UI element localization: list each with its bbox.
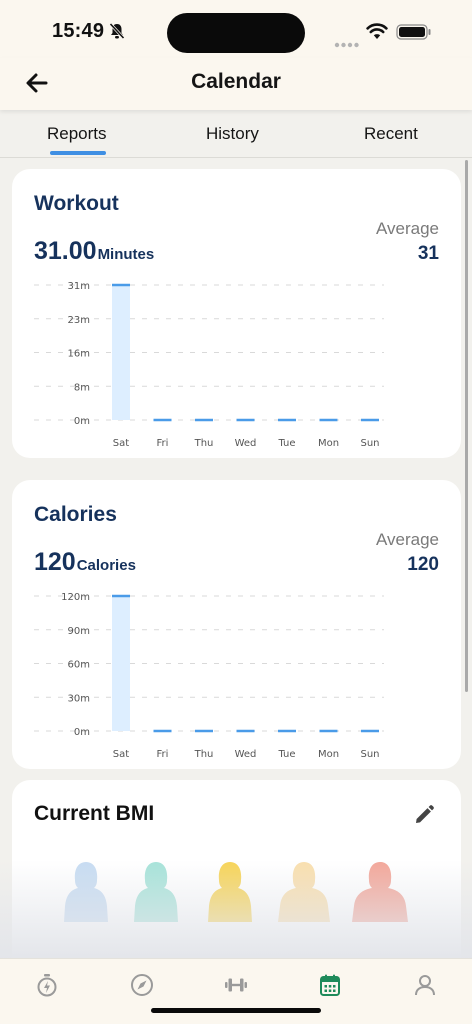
calories-total-value: 120 (34, 548, 76, 576)
calories-card: Calories 120Calories Average 120 0m 30m 60… (12, 480, 461, 769)
dumbbell-icon[interactable] (224, 973, 248, 997)
silent-bell-icon (108, 22, 126, 45)
status-time: 15:49 (52, 20, 105, 42)
workout-average-value: 31 (417, 243, 439, 264)
workout-chart-xtick-label: Mon (318, 438, 339, 449)
calories-chart-xtick-label: Tue (277, 749, 295, 760)
calories-average-label: Average (375, 530, 439, 549)
status-bar: 15:49 (0, 0, 472, 58)
workout-chart-xtick-label: Wed (235, 438, 257, 449)
active-tab-indicator (50, 151, 106, 155)
edit-pencil-icon[interactable] (413, 804, 435, 831)
workout-chart-ytick-label: 16m (68, 349, 90, 360)
workout-title: Workout (34, 192, 119, 215)
profile-icon[interactable] (413, 973, 437, 997)
workout-chart-xtick-label: Fri (157, 438, 169, 449)
tab-history[interactable]: History (206, 124, 259, 143)
wifi-icon (366, 22, 388, 45)
calendar-icon[interactable] (318, 973, 342, 997)
workout-chart-xtick-label: Sun (360, 438, 379, 449)
calories-chart-xtick-label: Wed (235, 749, 257, 760)
workout-chart: 0m 8m 16m 23m 31m Sat Fri Thu Wed Tue Mon Sun (34, 281, 384, 449)
bmi-overweight-figure-icon (208, 862, 252, 922)
tab-reports[interactable]: Reports (47, 124, 107, 143)
bmi-severely-obese-figure-icon (352, 862, 408, 922)
workout-chart-ytick-label: 23m (68, 315, 90, 326)
scrollbar[interactable] (465, 160, 468, 692)
workout-chart-xtick-label: Tue (277, 438, 295, 449)
battery-icon (396, 24, 432, 45)
stopwatch-icon[interactable] (35, 973, 59, 997)
nav-bar: Calendar (0, 58, 472, 110)
workout-chart-ytick-label: 8m (74, 382, 90, 393)
bottom-tab-bar (0, 958, 472, 1024)
calories-chart-xtick-label: Fri (157, 749, 169, 760)
compass-icon[interactable] (130, 973, 154, 997)
workout-chart-ytick-label: 0m (74, 416, 90, 427)
workout-chart-xtick-label: Thu (194, 438, 214, 449)
calories-chart-ytick-label: 120m (61, 592, 90, 603)
calories-chart-ytick-label: 90m (68, 626, 90, 637)
cellular-signal-icon (334, 35, 360, 53)
page-title: Calendar (191, 70, 281, 93)
bmi-normal-figure-icon (134, 862, 178, 922)
workout-chart-bar (112, 285, 130, 420)
bmi-title: Current BMI (34, 802, 155, 825)
calories-chart-ytick-label: 30m (68, 693, 90, 704)
home-indicator (151, 1008, 321, 1013)
back-arrow-icon[interactable] (24, 70, 52, 96)
calories-chart-xtick-label: Mon (318, 749, 339, 760)
calories-chart-xtick-label: Sat (113, 749, 129, 760)
calories-chart-ytick-label: 0m (74, 727, 90, 738)
bmi-card: Current BMI (12, 780, 461, 980)
calories-chart-xtick-label: Sun (360, 749, 379, 760)
workout-chart-ytick-label: 31m (68, 281, 90, 292)
workout-card: Workout 31.00Minutes Average 31 0m 8m 16m 2… (12, 169, 461, 458)
workout-total-unit: Minutes (97, 246, 155, 263)
workout-chart-xtick-label: Sat (113, 438, 129, 449)
bmi-obese-figure-icon (278, 862, 330, 922)
bmi-underweight-figure-icon (64, 862, 108, 922)
calories-title: Calories (34, 503, 117, 526)
workout-total: 31.00Minutes (34, 237, 154, 266)
calories-chart-xtick-label: Thu (194, 749, 214, 760)
calories-chart-ytick-label: 60m (68, 660, 90, 671)
calories-total-unit: Calories (76, 557, 136, 574)
calories-chart: 0m 30m 60m 90m 120m Sat Fri Thu Wed Tue Mon Sun (34, 592, 384, 760)
workout-total-value: 31.00 (34, 237, 97, 265)
workout-average-label: Average (375, 219, 439, 238)
tab-recent[interactable]: Recent (364, 124, 418, 143)
dynamic-island (167, 13, 305, 53)
calories-average-value: 120 (407, 554, 439, 575)
calories-total: 120Calories (34, 548, 136, 577)
calories-chart-bar (112, 596, 130, 731)
segment-tabs: Reports History Recent (0, 110, 472, 158)
